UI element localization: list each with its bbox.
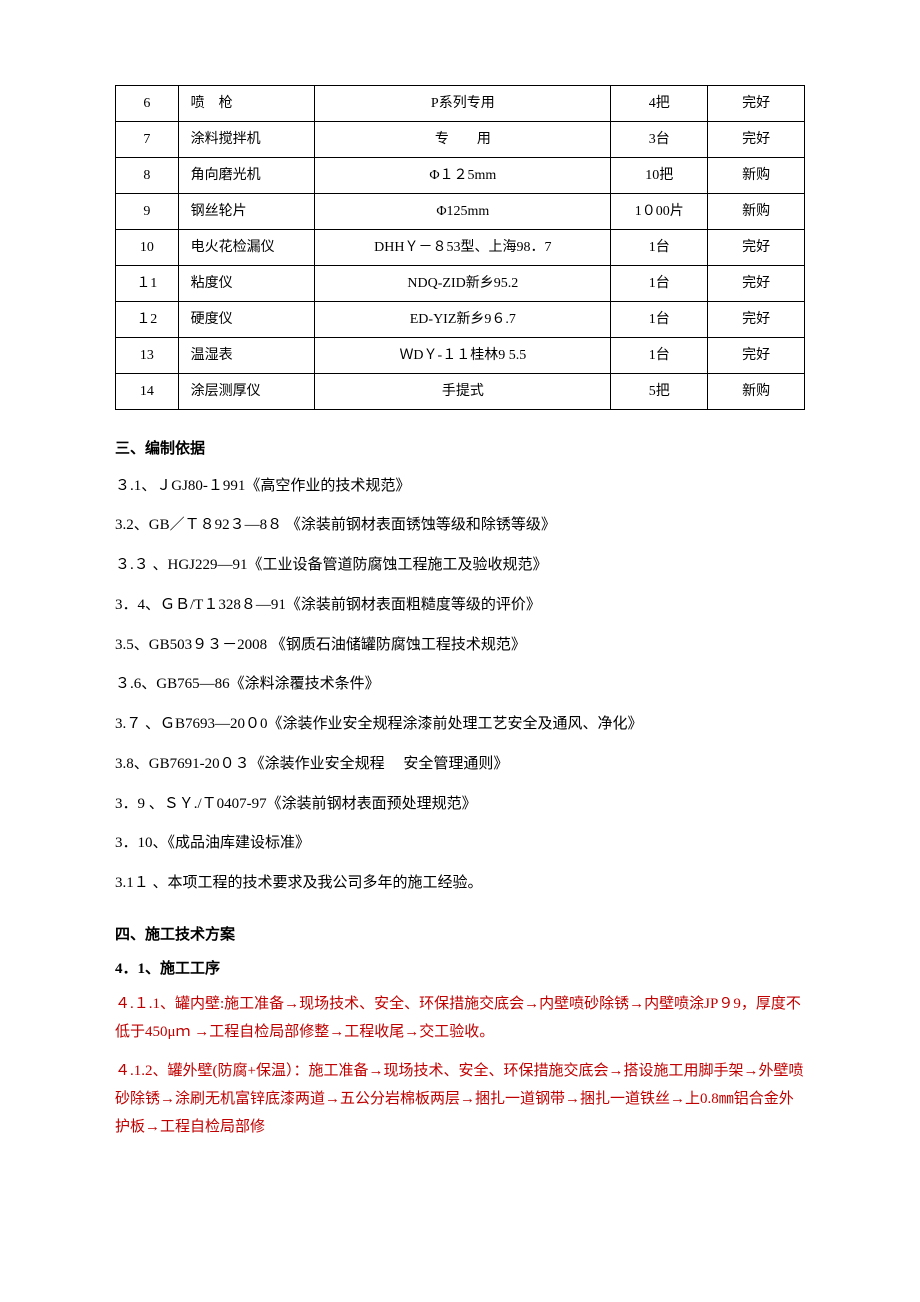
table-cell: １1 [116, 266, 179, 302]
section-4: 四、施工技术方案 4．1、施工工序 ４.１.1、罐内壁:施工准备→现场技术、安全… [115, 924, 805, 1142]
table-cell: 8 [116, 158, 179, 194]
table-cell: 完好 [708, 338, 805, 374]
list-item: 3.1１ 、本项工程的技术要求及我公司多年的施工经验。 [115, 870, 805, 898]
table-cell: ED-YIZ新乡9６.7 [315, 302, 611, 338]
list-item: 3．9 、ＳＹ./Ｔ0407-97《涂装前钢材表面预处理规范》 [115, 791, 805, 819]
table-row: 8角向磨光机Φ１２5mm10把新购 [116, 158, 805, 194]
table-cell: 专 用 [315, 122, 611, 158]
list-item: ３.6、GB765—86《涂料涂覆技术条件》 [115, 671, 805, 699]
table-row: 10电火花检漏仪DHHＹ－８53型、上海98．71台完好 [116, 230, 805, 266]
table-cell: 6 [116, 86, 179, 122]
table-cell: ＷDＹ-１１桂林9 5.5 [315, 338, 611, 374]
table-cell: 3台 [611, 122, 708, 158]
table-cell: 完好 [708, 230, 805, 266]
table-cell: １2 [116, 302, 179, 338]
table-cell: 角向磨光机 [178, 158, 315, 194]
equipment-table: 6喷 枪P系列专用4把完好7涂料搅拌机专 用3台完好8角向磨光机Φ１２5mm10… [115, 85, 805, 410]
table-row: １1粘度仪NDQ-ZID新乡95.21台完好 [116, 266, 805, 302]
table-cell: 13 [116, 338, 179, 374]
table-cell: 新购 [708, 194, 805, 230]
table-cell: NDQ-ZID新乡95.2 [315, 266, 611, 302]
table-cell: 涂层测厚仪 [178, 374, 315, 410]
table-cell: Φ１２5mm [315, 158, 611, 194]
table-cell: 1台 [611, 230, 708, 266]
table-cell: 10 [116, 230, 179, 266]
section-4-paragraphs: ４.１.1、罐内壁:施工准备→现场技术、安全、环保措施交底会→内壁喷砂除锈→内壁… [115, 991, 805, 1142]
table-row: 7涂料搅拌机专 用3台完好 [116, 122, 805, 158]
section-3-heading: 三、编制依据 [115, 438, 805, 461]
table-row: 6喷 枪P系列专用4把完好 [116, 86, 805, 122]
table-cell: 新购 [708, 374, 805, 410]
list-item: 3.8、GB7691-20０３《涂装作业安全规程 安全管理通则》 [115, 751, 805, 779]
table-cell: 硬度仪 [178, 302, 315, 338]
table-cell: 新购 [708, 158, 805, 194]
table-row: 13温湿表ＷDＹ-１１桂林9 5.51台完好 [116, 338, 805, 374]
list-item: 3.2、GB／Ｔ８92３—8８ 《涂装前钢材表面锈蚀等级和除锈等级》 [115, 512, 805, 540]
table-row: １2硬度仪ED-YIZ新乡9６.71台完好 [116, 302, 805, 338]
table-row: 14涂层测厚仪手提式5把新购 [116, 374, 805, 410]
section-3-items: ３.1、ＪGJ80-１991《高空作业的技术规范》 3.2、GB／Ｔ８92３—8８… [115, 473, 805, 898]
list-item: 3．4、ＧＢ/T１328８—91《涂装前钢材表面粗糙度等级的评价》 [115, 592, 805, 620]
table-cell: 电火花检漏仪 [178, 230, 315, 266]
list-item: 3．10、《成品油库建设标准》 [115, 830, 805, 858]
list-item: ３.1、ＪGJ80-１991《高空作业的技术规范》 [115, 473, 805, 501]
table-cell: 7 [116, 122, 179, 158]
table-cell: 完好 [708, 302, 805, 338]
table-body: 6喷 枪P系列专用4把完好7涂料搅拌机专 用3台完好8角向磨光机Φ１２5mm10… [116, 86, 805, 410]
table-cell: 喷 枪 [178, 86, 315, 122]
table-cell: 1台 [611, 338, 708, 374]
table-row: 9钢丝轮片Φ125mm1０00片新购 [116, 194, 805, 230]
table-cell: 完好 [708, 86, 805, 122]
table-cell: 4把 [611, 86, 708, 122]
table-cell: 1０00片 [611, 194, 708, 230]
table-cell: DHHＹ－８53型、上海98．7 [315, 230, 611, 266]
table-cell: 完好 [708, 122, 805, 158]
section-3: 三、编制依据 ３.1、ＪGJ80-１991《高空作业的技术规范》 3.2、GB／Ｔ… [115, 438, 805, 898]
paragraph: ４.１.1、罐内壁:施工准备→现场技术、安全、环保措施交底会→内壁喷砂除锈→内壁… [115, 991, 805, 1047]
table-cell: P系列专用 [315, 86, 611, 122]
table-cell: 涂料搅拌机 [178, 122, 315, 158]
table-cell: 9 [116, 194, 179, 230]
table-cell: 5把 [611, 374, 708, 410]
list-item: ３.３ 、HGJ229—91《工业设备管道防腐蚀工程施工及验收规范》 [115, 552, 805, 580]
list-item: 3.７ 、ＧB7693—20０0《涂装作业安全规程涂漆前处理工艺安全及通风、净化… [115, 711, 805, 739]
table-cell: 手提式 [315, 374, 611, 410]
table-cell: 1台 [611, 302, 708, 338]
table-cell: 钢丝轮片 [178, 194, 315, 230]
table-cell: 14 [116, 374, 179, 410]
table-cell: 粘度仪 [178, 266, 315, 302]
table-cell: 完好 [708, 266, 805, 302]
table-cell: 10把 [611, 158, 708, 194]
section-4-sub-heading: 4．1、施工工序 [115, 958, 805, 981]
table-cell: 温湿表 [178, 338, 315, 374]
table-cell: 1台 [611, 266, 708, 302]
section-4-heading: 四、施工技术方案 [115, 924, 805, 947]
paragraph: ４.1.2、罐外壁(防腐+保温）：施工准备→现场技术、安全、环保措施交底会→搭设… [115, 1058, 805, 1141]
table-cell: Φ125mm [315, 194, 611, 230]
list-item: 3.5、GB503９３－2008 《钢质石油储罐防腐蚀工程技术规范》 [115, 632, 805, 660]
